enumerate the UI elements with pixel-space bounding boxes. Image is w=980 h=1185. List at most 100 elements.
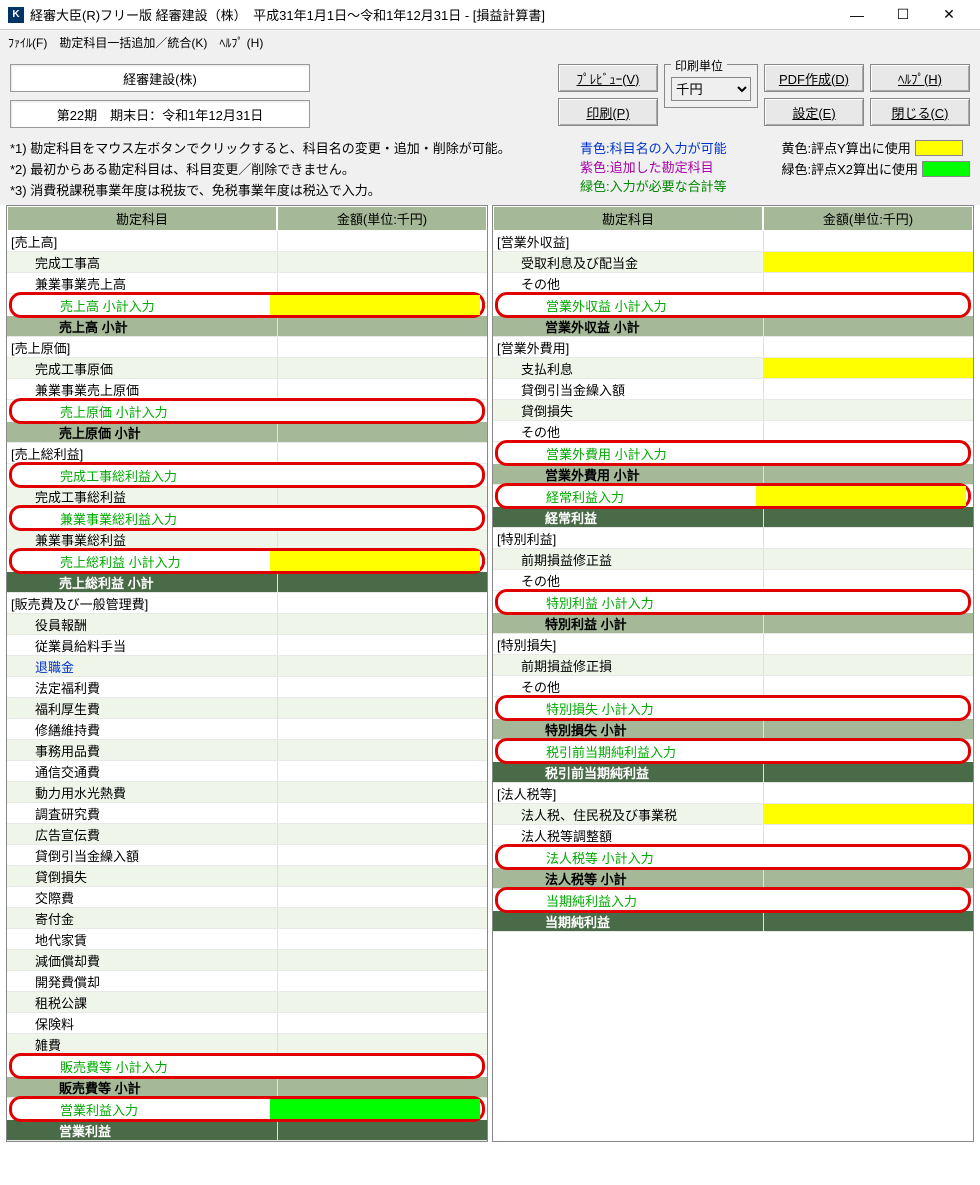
amount-cell[interactable]	[763, 804, 973, 824]
amount-cell[interactable]	[763, 421, 973, 441]
account-row[interactable]: 受取利息及び配当金	[493, 252, 973, 273]
amount-cell[interactable]	[763, 655, 973, 675]
account-row[interactable]: 寄付金	[7, 908, 487, 929]
amount-cell[interactable]	[277, 698, 487, 718]
account-row[interactable]: 完成工事原価	[7, 358, 487, 379]
amount-cell[interactable]	[277, 358, 487, 378]
account-row[interactable]: その他	[493, 273, 973, 294]
amount-cell[interactable]	[763, 825, 973, 845]
amount-cell[interactable]	[277, 782, 487, 802]
account-row[interactable]: 前期損益修正損	[493, 655, 973, 676]
amount-cell[interactable]	[277, 486, 487, 506]
account-row[interactable]: 減価償却費	[7, 950, 487, 971]
amount-cell[interactable]	[277, 656, 487, 676]
account-row[interactable]: 福利厚生費	[7, 698, 487, 719]
amount-cell[interactable]	[277, 379, 487, 399]
account-row[interactable]: 退職金	[7, 656, 487, 677]
amount-cell[interactable]	[758, 592, 968, 612]
menu-file[interactable]: ﾌｧｲﾙ(F)	[8, 34, 47, 51]
amount-cell[interactable]	[758, 847, 968, 867]
amount-cell[interactable]	[277, 635, 487, 655]
account-row[interactable]: 通信交通費	[7, 761, 487, 782]
amount-cell[interactable]	[270, 1099, 480, 1119]
highlighted-input-row[interactable]: 特別利益 小計入力	[495, 589, 971, 615]
account-row[interactable]: 兼業事業総利益	[7, 529, 487, 550]
account-row[interactable]: 修繕維持費	[7, 719, 487, 740]
amount-cell[interactable]	[277, 971, 487, 991]
close-window-button[interactable]: ✕	[926, 1, 972, 29]
amount-cell[interactable]	[277, 273, 487, 293]
account-row[interactable]: 法定福利費	[7, 677, 487, 698]
account-row[interactable]: 完成工事高	[7, 252, 487, 273]
print-button[interactable]: 印刷(P)	[558, 98, 658, 126]
amount-cell[interactable]	[277, 614, 487, 634]
amount-cell[interactable]	[277, 740, 487, 760]
account-row[interactable]: その他	[493, 421, 973, 442]
highlighted-input-row[interactable]: 当期純利益入力	[495, 887, 971, 913]
amount-cell[interactable]	[277, 824, 487, 844]
amount-cell[interactable]	[763, 676, 973, 696]
amount-cell[interactable]	[758, 443, 968, 463]
account-row[interactable]: 支払利息	[493, 358, 973, 379]
amount-cell[interactable]	[763, 379, 973, 399]
amount-cell[interactable]	[272, 508, 482, 528]
amount-cell[interactable]	[277, 992, 487, 1012]
highlighted-input-row[interactable]: 兼業事業総利益入力	[9, 505, 485, 531]
print-unit-select[interactable]: 千円	[671, 77, 751, 101]
account-row[interactable]: 役員報酬	[7, 614, 487, 635]
amount-cell[interactable]	[270, 295, 480, 315]
account-row[interactable]: 地代家賃	[7, 929, 487, 950]
amount-cell[interactable]	[277, 1013, 487, 1033]
amount-cell[interactable]	[277, 1034, 487, 1054]
settings-button[interactable]: 設定(E)	[764, 98, 864, 126]
amount-cell[interactable]	[763, 549, 973, 569]
amount-cell[interactable]	[758, 295, 968, 315]
help-button[interactable]: ﾍﾙﾌﾟ(H)	[870, 64, 970, 92]
amount-cell[interactable]	[763, 570, 973, 590]
minimize-button[interactable]: —	[834, 1, 880, 29]
highlighted-input-row[interactable]: 経常利益入力	[495, 483, 971, 509]
highlighted-input-row[interactable]: 税引前当期純利益入力	[495, 738, 971, 764]
amount-cell[interactable]	[763, 400, 973, 420]
account-row[interactable]: 租税公課	[7, 992, 487, 1013]
amount-cell[interactable]	[758, 890, 968, 910]
account-row[interactable]: 事務用品費	[7, 740, 487, 761]
amount-cell[interactable]	[763, 252, 973, 272]
amount-cell[interactable]	[277, 950, 487, 970]
pdf-button[interactable]: PDF作成(D)	[764, 64, 864, 92]
account-row[interactable]: 交際費	[7, 887, 487, 908]
highlighted-input-row[interactable]: 売上原価 小計入力	[9, 398, 485, 424]
account-row[interactable]: 開発費償却	[7, 971, 487, 992]
amount-cell[interactable]	[758, 698, 968, 718]
menu-help[interactable]: ﾍﾙﾌﾟ (H)	[219, 34, 263, 51]
amount-cell[interactable]	[270, 551, 480, 571]
amount-cell[interactable]	[277, 252, 487, 272]
account-row[interactable]: 雑費	[7, 1034, 487, 1055]
account-row[interactable]: 完成工事総利益	[7, 486, 487, 507]
maximize-button[interactable]: ☐	[880, 1, 926, 29]
close-button[interactable]: 閉じる(C)	[870, 98, 970, 126]
amount-cell[interactable]	[277, 908, 487, 928]
highlighted-input-row[interactable]: 特別損失 小計入力	[495, 695, 971, 721]
account-row[interactable]: 前期損益修正益	[493, 549, 973, 570]
highlighted-input-row[interactable]: 完成工事総利益入力	[9, 462, 485, 488]
account-row[interactable]: 法人税、住民税及び事業税	[493, 804, 973, 825]
highlighted-input-row[interactable]: 売上高 小計入力	[9, 292, 485, 318]
amount-cell[interactable]	[756, 486, 966, 506]
highlighted-input-row[interactable]: 営業利益入力	[9, 1096, 485, 1122]
preview-button[interactable]: ﾌﾟﾚﾋﾞｭｰ(V)	[558, 64, 658, 92]
amount-cell[interactable]	[277, 677, 487, 697]
account-row[interactable]: 貸倒損失	[7, 866, 487, 887]
account-row[interactable]: 調査研究費	[7, 803, 487, 824]
account-row[interactable]: その他	[493, 676, 973, 697]
menu-account[interactable]: 勘定科目一括追加／統合(K)	[59, 34, 207, 51]
account-row[interactable]: その他	[493, 570, 973, 591]
account-row[interactable]: 貸倒引当金繰入額	[493, 379, 973, 400]
account-row[interactable]: 貸倒損失	[493, 400, 973, 421]
amount-cell[interactable]	[277, 887, 487, 907]
amount-cell[interactable]	[277, 866, 487, 886]
account-row[interactable]: 広告宣伝費	[7, 824, 487, 845]
account-row[interactable]: 法人税等調整額	[493, 825, 973, 846]
amount-cell[interactable]	[277, 719, 487, 739]
highlighted-input-row[interactable]: 営業外収益 小計入力	[495, 292, 971, 318]
